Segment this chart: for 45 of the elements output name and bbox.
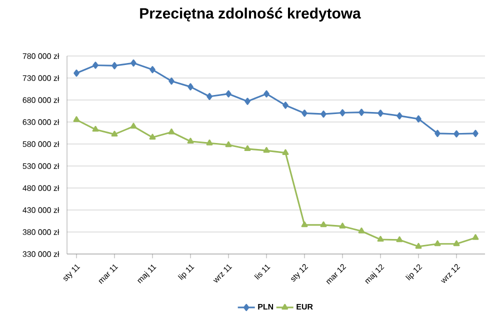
point — [264, 90, 270, 98]
point — [225, 141, 232, 148]
point — [206, 140, 213, 146]
point — [130, 59, 136, 67]
point — [416, 115, 422, 123]
point — [415, 242, 422, 249]
point — [168, 128, 175, 134]
point — [188, 83, 194, 90]
point — [92, 62, 98, 69]
point — [73, 116, 80, 122]
point — [434, 130, 440, 138]
point — [226, 90, 232, 98]
point — [244, 98, 250, 105]
point — [320, 221, 327, 228]
point — [92, 126, 99, 132]
point — [377, 236, 384, 242]
point — [244, 145, 251, 152]
point — [396, 112, 402, 120]
point — [472, 234, 479, 240]
point — [187, 138, 194, 144]
point — [340, 109, 346, 116]
point — [301, 221, 308, 228]
point — [454, 130, 460, 138]
point — [320, 110, 326, 118]
point — [339, 222, 346, 228]
point — [378, 110, 384, 117]
point — [263, 147, 270, 153]
point — [472, 130, 478, 138]
point — [168, 77, 174, 85]
point — [111, 130, 118, 137]
chart-title: Przeciętna zdolność kredytowa — [140, 8, 361, 22]
point — [453, 240, 460, 246]
point — [396, 236, 403, 242]
point — [282, 149, 289, 155]
point — [130, 122, 137, 129]
point — [112, 62, 118, 70]
point — [434, 240, 441, 246]
point — [358, 228, 365, 234]
point — [206, 92, 212, 100]
point — [149, 134, 156, 140]
point — [358, 108, 364, 116]
point — [74, 70, 80, 77]
point — [282, 102, 288, 109]
point — [150, 66, 156, 74]
point — [302, 110, 308, 117]
